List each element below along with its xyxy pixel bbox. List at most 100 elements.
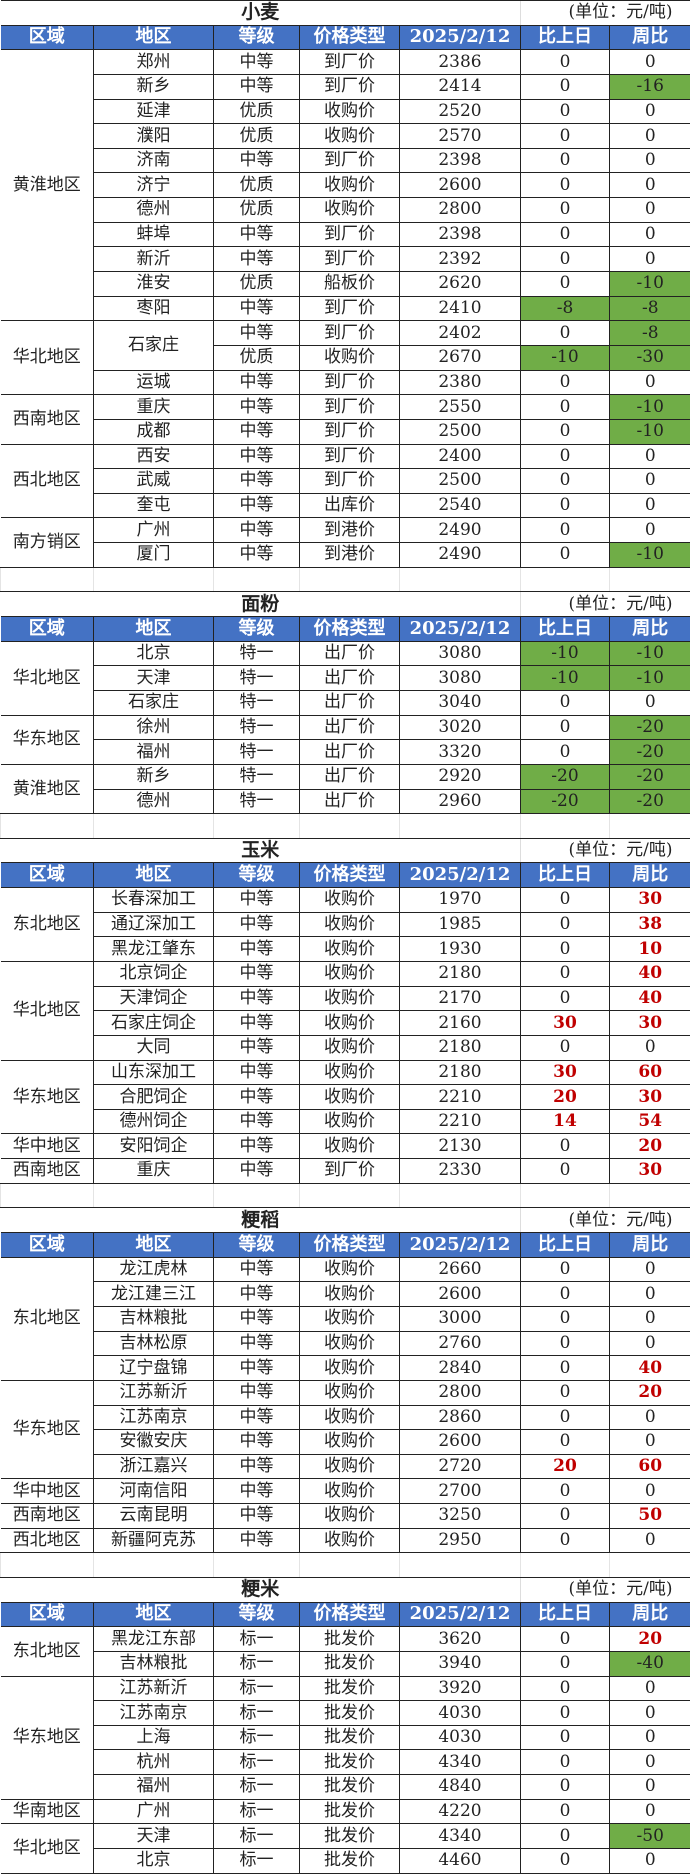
price-type-cell: 到厂价 [300,1159,400,1184]
price-cell: 2600 [400,1282,521,1307]
header-region: 区域 [1,25,94,50]
week-change-cell: 0 [610,1849,690,1874]
week-change-cell: 0 [610,1405,690,1430]
area-cell: 江苏南京 [94,1701,214,1726]
day-change-cell: 0 [521,198,610,223]
area-cell: 济宁 [94,173,214,198]
week-change-cell: 0 [610,518,690,543]
area-cell: 吉林松原 [94,1331,214,1356]
price-type-cell: 到港价 [300,543,400,568]
section-title: 粳稻 [1,1208,521,1233]
price-cell: 2620 [400,272,521,297]
week-change-cell: -10 [610,395,690,420]
week-change-cell: 20 [610,1380,690,1405]
week-change-cell: 40 [610,961,690,986]
day-change-cell: 0 [521,1430,610,1455]
grade-cell: 优质 [214,345,300,370]
day-change-cell: 0 [521,1528,610,1553]
price-cell: 1930 [400,937,521,962]
price-type-cell: 收购价 [300,345,400,370]
empty-cell [521,814,610,839]
area-cell: 辽宁盘锦 [94,1356,214,1381]
week-change-cell: -10 [610,641,690,666]
grade-cell: 中等 [214,1035,300,1060]
section-title-row: 玉米(单位：元/吨) [1,838,690,863]
header-price-type: 价格类型 [300,1233,400,1258]
area-cell: 德州 [94,789,214,814]
grade-cell: 中等 [214,1380,300,1405]
section-title-row: 小麦(单位：元/吨) [1,1,690,26]
day-change-cell: 0 [521,518,610,543]
grade-cell: 特一 [214,789,300,814]
price-cell: 2950 [400,1528,521,1553]
region-cell: 华东地区 [1,1676,94,1799]
area-cell: 厦门 [94,543,214,568]
empty-cell [1,1183,94,1208]
price-cell: 2800 [400,198,521,223]
empty-cell [300,1183,400,1208]
grade-cell: 中等 [214,74,300,99]
grade-cell: 中等 [214,321,300,346]
price-cell: 4340 [400,1824,521,1849]
grade-cell: 中等 [214,370,300,395]
week-change-cell: 0 [610,173,690,198]
price-type-cell: 批发价 [300,1627,400,1652]
day-change-cell: 0 [521,1306,610,1331]
area-cell: 江苏南京 [94,1405,214,1430]
region-cell: 华东地区 [1,715,94,764]
header-date: 2025/2/12 [400,617,521,642]
region-cell: 华北地区 [1,1824,94,1873]
grade-cell: 中等 [214,1257,300,1282]
grade-cell: 特一 [214,641,300,666]
area-cell: 郑州 [94,50,214,75]
empty-cell [521,1553,610,1578]
week-change-cell: -30 [610,345,690,370]
price-type-cell: 收购价 [300,1035,400,1060]
week-change-cell: -40 [610,1651,690,1676]
day-change-cell: 0 [521,469,610,494]
price-type-cell: 收购价 [300,1011,400,1036]
price-cell: 1970 [400,888,521,913]
area-cell: 西安 [94,444,214,469]
day-change-cell: 0 [521,715,610,740]
week-change-cell: 0 [610,1282,690,1307]
header-day-change: 比上日 [521,863,610,888]
week-change-cell: 0 [610,124,690,149]
grade-cell: 中等 [214,1528,300,1553]
price-cell: 2500 [400,419,521,444]
day-change-cell: 20 [521,1454,610,1479]
header-price-type: 价格类型 [300,617,400,642]
grade-cell: 标一 [214,1849,300,1874]
price-cell: 2800 [400,1380,521,1405]
grade-cell: 中等 [214,1085,300,1110]
spacer-row [1,567,690,592]
price-type-cell: 到厂价 [300,321,400,346]
day-change-cell: -20 [521,789,610,814]
area-cell: 枣阳 [94,296,214,321]
grade-cell: 中等 [214,1134,300,1159]
day-change-cell: 30 [521,1011,610,1036]
week-change-cell: -16 [610,74,690,99]
area-cell: 北京 [94,1849,214,1874]
area-cell: 江苏新沂 [94,1676,214,1701]
grade-cell: 特一 [214,764,300,789]
day-change-cell: 0 [521,1824,610,1849]
price-type-cell: 收购价 [300,124,400,149]
grade-cell: 中等 [214,1109,300,1134]
area-cell: 大同 [94,1035,214,1060]
region-cell: 东北地区 [1,888,94,962]
price-type-cell: 收购价 [300,1380,400,1405]
week-change-cell: 60 [610,1060,690,1085]
empty-cell [610,1553,690,1578]
empty-cell [400,1183,521,1208]
